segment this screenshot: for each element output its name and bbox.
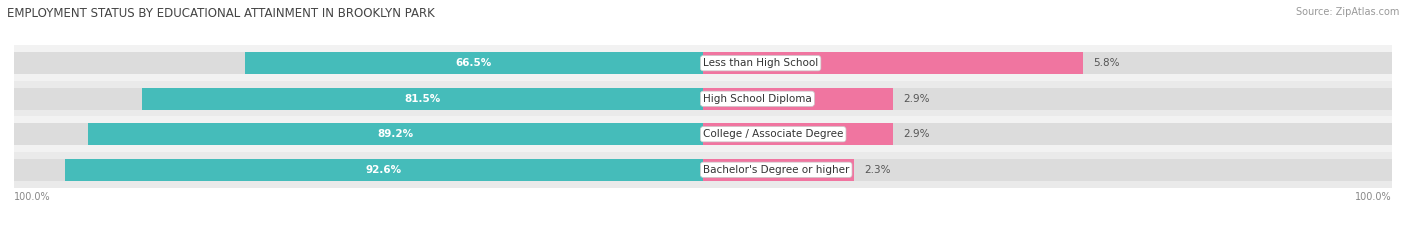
- Bar: [142, 88, 703, 110]
- Text: 66.5%: 66.5%: [456, 58, 492, 68]
- Bar: [14, 159, 703, 181]
- Bar: [703, 88, 1392, 110]
- Bar: [14, 45, 1392, 81]
- Text: 2.9%: 2.9%: [903, 94, 929, 104]
- Text: 100.0%: 100.0%: [1355, 192, 1392, 202]
- Text: 5.8%: 5.8%: [1092, 58, 1119, 68]
- Bar: [703, 159, 1392, 181]
- Text: College / Associate Degree: College / Associate Degree: [703, 129, 844, 139]
- Text: Source: ZipAtlas.com: Source: ZipAtlas.com: [1295, 7, 1399, 17]
- Bar: [703, 52, 1083, 74]
- Text: 81.5%: 81.5%: [404, 94, 440, 104]
- Bar: [14, 88, 703, 110]
- Text: Less than High School: Less than High School: [703, 58, 818, 68]
- Text: Bachelor's Degree or higher: Bachelor's Degree or higher: [703, 165, 849, 175]
- Text: 100.0%: 100.0%: [14, 192, 51, 202]
- Text: EMPLOYMENT STATUS BY EDUCATIONAL ATTAINMENT IN BROOKLYN PARK: EMPLOYMENT STATUS BY EDUCATIONAL ATTAINM…: [7, 7, 434, 20]
- Text: 2.3%: 2.3%: [863, 165, 890, 175]
- Bar: [65, 159, 703, 181]
- Bar: [703, 88, 893, 110]
- Bar: [14, 81, 1392, 116]
- Bar: [245, 52, 703, 74]
- Bar: [89, 123, 703, 145]
- Text: 89.2%: 89.2%: [378, 129, 413, 139]
- Bar: [14, 116, 1392, 152]
- Bar: [703, 123, 1392, 145]
- Text: High School Diploma: High School Diploma: [703, 94, 811, 104]
- Text: 92.6%: 92.6%: [366, 165, 402, 175]
- Bar: [703, 159, 853, 181]
- Bar: [703, 52, 1392, 74]
- Bar: [703, 123, 893, 145]
- Bar: [14, 152, 1392, 188]
- Bar: [14, 52, 703, 74]
- Text: 2.9%: 2.9%: [903, 129, 929, 139]
- Bar: [14, 123, 703, 145]
